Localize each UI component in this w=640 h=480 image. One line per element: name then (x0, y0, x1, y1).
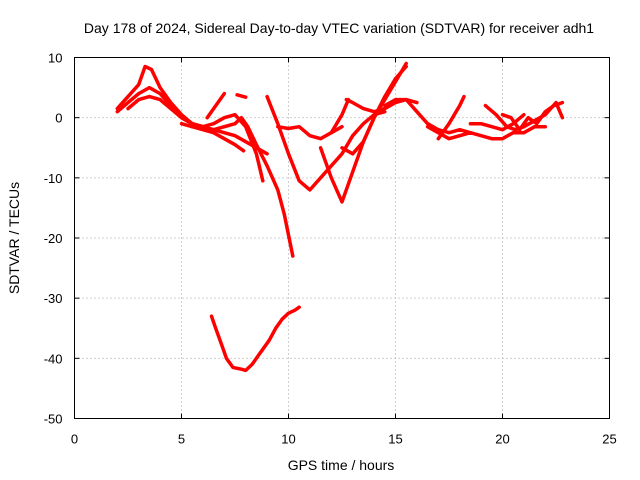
series-arc-5 (190, 112, 265, 183)
series-arc-1 (115, 64, 205, 129)
y-axis-label: SDTVAR / TECUs (6, 182, 22, 294)
ticks: 0 5 10 15 20 25 10 0 -10 -20 -30 -40 -50 (44, 51, 617, 447)
x-axis-label: GPS time / hours (288, 457, 395, 473)
grid (74, 57, 610, 419)
series-arc-3 (126, 94, 205, 129)
y-tick-label: -40 (44, 351, 63, 366)
series-arc-9 (265, 94, 387, 192)
y-tick-label: -50 (44, 412, 63, 427)
series-arc-6 (205, 91, 227, 120)
series-arc-12 (329, 97, 351, 135)
y-tick-label: 10 (48, 51, 62, 66)
x-tick-label: 5 (178, 432, 185, 447)
series-arc-21 (522, 100, 565, 129)
x-tick-label: 0 (71, 432, 78, 447)
y-tick-label: -30 (44, 291, 63, 306)
y-tick-label: -10 (44, 171, 63, 186)
series-group (115, 61, 565, 373)
series-arc-17 (436, 94, 466, 141)
series-arc-16 (425, 124, 548, 141)
series-arc-8 (211, 115, 295, 258)
y-tick-label: 0 (55, 111, 62, 126)
series-arc-13 (340, 64, 408, 156)
chart-title: Day 178 of 2024, Sidereal Day-to-day VTE… (84, 20, 594, 36)
x-tick-label: 10 (281, 432, 295, 447)
series-arc-22 (209, 305, 301, 373)
y-tick-label: -20 (44, 231, 63, 246)
series-arc-15 (383, 97, 473, 135)
x-tick-label: 25 (602, 432, 616, 447)
x-tick-label: 15 (388, 432, 402, 447)
x-tick-label: 20 (495, 432, 509, 447)
series-arc-7 (235, 93, 248, 99)
